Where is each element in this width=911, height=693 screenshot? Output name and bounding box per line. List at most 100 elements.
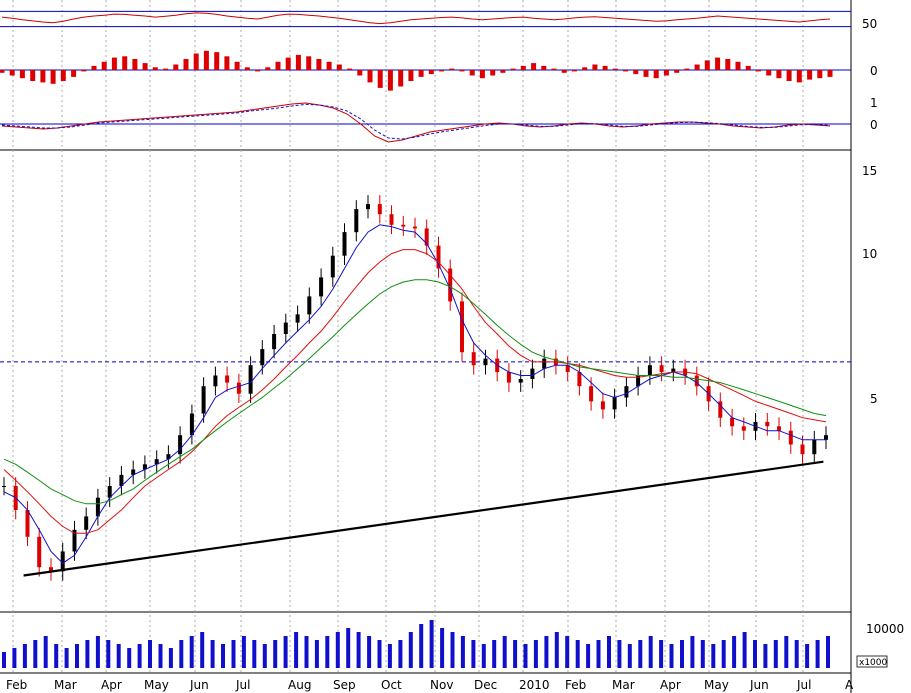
x-tick-label: May (144, 678, 169, 692)
volume-bar (533, 640, 538, 668)
momentum-bar (193, 53, 199, 70)
volume-bar (481, 644, 486, 668)
volume-bar (523, 644, 528, 668)
price-bar-body (436, 245, 441, 269)
x-tick-label: May (704, 678, 729, 692)
momentum-bar (91, 65, 97, 70)
volume-bar (33, 640, 38, 668)
price-bar-body (248, 365, 253, 394)
volume-bar (805, 644, 810, 668)
price-bar-body (741, 426, 746, 431)
x-tick-label: Jul (796, 678, 811, 692)
price-bar-body (694, 375, 699, 387)
momentum-bar (203, 50, 209, 70)
price-bar-body (260, 349, 265, 366)
volume-bar (607, 636, 611, 668)
volume-bar (262, 644, 267, 668)
price-bar-body (178, 435, 183, 455)
volume-bar (273, 640, 278, 668)
momentum-bar (183, 59, 189, 70)
volume-bar (700, 640, 705, 668)
momentum-bar (807, 70, 813, 80)
macd-signal-line (1, 103, 831, 140)
macd-tick-label-1: 1 (870, 96, 878, 110)
price-bar-body (788, 430, 793, 445)
momentum-bar (111, 57, 117, 70)
volume-bar (648, 636, 653, 668)
volume-bar (398, 640, 403, 668)
volume-bar (440, 628, 445, 668)
price-bar-body (542, 358, 547, 369)
macd-tick-label-0: 0 (870, 118, 878, 132)
volume-bar (711, 644, 716, 668)
momentum-bar (122, 56, 128, 71)
volume-bar (335, 632, 340, 668)
momentum-bar (234, 61, 240, 70)
price-bar-body (530, 368, 535, 379)
momentum-bar (796, 70, 802, 83)
volume-bar (189, 636, 194, 668)
momentum-bar (101, 61, 107, 70)
volume-bar (106, 640, 111, 668)
momentum-bar (173, 64, 179, 70)
volume-bar (231, 640, 236, 668)
momentum-bar (265, 67, 271, 71)
volume-bar (116, 644, 121, 668)
momentum-bar (776, 70, 782, 79)
volume-bar (680, 640, 684, 668)
volume-bar (221, 644, 225, 668)
volume-bar (450, 632, 455, 668)
volume-bar (554, 632, 559, 668)
momentum-bar (71, 70, 77, 77)
x-tick-label: Oct (381, 678, 402, 692)
momentum-bar (40, 70, 46, 83)
x-axis-labels: Feb Mar Apr May Jun Jul Aug Sep Oct Nov … (6, 678, 854, 692)
momentum-bar (336, 64, 342, 70)
macd-panel (0, 102, 851, 143)
price-bar-body (424, 228, 429, 246)
price-bar-body (131, 469, 136, 475)
price-bar-body (671, 368, 676, 372)
price-bar-body (84, 516, 89, 530)
volume-unit-box (856, 655, 888, 668)
price-bar-body (307, 296, 312, 315)
x-tick-label: 2010 (519, 678, 550, 692)
price-bar-body (777, 426, 781, 431)
price-bar-body (272, 334, 277, 350)
volume-bar (596, 640, 601, 668)
volume-bar (429, 620, 434, 668)
momentum-bar (244, 67, 250, 71)
volume-bar (127, 648, 132, 668)
momentum-bar (418, 70, 424, 77)
volume-bar (314, 640, 319, 668)
price-bar-body (636, 375, 641, 387)
volume-bar (210, 640, 215, 668)
momentum-bar (510, 68, 516, 70)
x-tick-label: Apr (101, 678, 122, 692)
volume-bar (22, 644, 27, 668)
volume-bar (356, 632, 361, 668)
momentum-bar (81, 70, 87, 72)
momentum-bar (449, 68, 455, 70)
volume-bar (502, 636, 507, 668)
momentum-bar (531, 63, 537, 70)
x-tick-label: Jun (189, 678, 209, 692)
volume-bar (200, 632, 205, 668)
volume-bar (325, 636, 330, 668)
momentum-bar (398, 70, 404, 87)
volume-bar (460, 636, 465, 668)
price-bar-body (471, 352, 476, 366)
price-bar-body (518, 379, 523, 383)
price-bar-body (213, 375, 218, 387)
x-tick-label: Jun (749, 678, 769, 692)
x-tick-label: Nov (430, 678, 453, 692)
momentum-panel (0, 50, 851, 91)
momentum-bar (745, 65, 751, 70)
volume-bar (753, 640, 757, 668)
momentum-bar (357, 70, 363, 76)
x-tick-label: Feb (6, 678, 27, 692)
x-tick-label: Aug (288, 678, 311, 692)
momentum-bar (163, 68, 169, 70)
volume-bar (346, 628, 351, 668)
momentum-bar (152, 67, 158, 71)
